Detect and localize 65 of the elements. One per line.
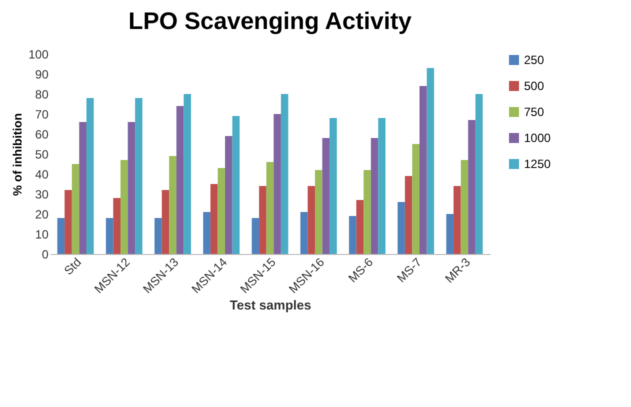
bar [232, 116, 240, 254]
y-tick-label: 30 [35, 188, 49, 202]
bar [252, 218, 260, 254]
bar [79, 122, 86, 254]
bar [300, 212, 308, 254]
bar [154, 218, 162, 254]
bar [120, 160, 128, 254]
bar [225, 136, 232, 254]
bar [378, 118, 386, 254]
bar [162, 190, 170, 254]
bar [203, 212, 210, 254]
bar [72, 164, 80, 254]
bar [113, 198, 120, 254]
bar [135, 98, 142, 254]
bar [398, 202, 405, 254]
chart-title: LPO Scavenging Activity [128, 8, 412, 35]
bar [364, 170, 371, 254]
bar [370, 138, 378, 254]
x-tick-label: Std [61, 255, 84, 278]
bar [106, 218, 114, 254]
y-tick-label: 70 [35, 108, 49, 122]
y-tick-label: 50 [35, 148, 49, 162]
bar [420, 86, 427, 254]
bar [412, 144, 420, 254]
bar [349, 216, 356, 254]
bar [128, 122, 136, 254]
bar [86, 98, 94, 254]
bar [259, 186, 266, 254]
legend-label: 500 [524, 79, 544, 93]
y-tick-label: 20 [35, 208, 49, 222]
bar [210, 184, 218, 254]
bar [169, 156, 176, 254]
bar [468, 120, 476, 254]
bar [460, 160, 468, 254]
y-tick-label: 60 [35, 128, 49, 142]
bar [218, 168, 226, 254]
bar [57, 218, 65, 254]
bar [426, 68, 434, 254]
bar [280, 94, 288, 254]
y-tick-label: 90 [35, 68, 49, 82]
y-tick-label: 80 [35, 88, 49, 102]
legend-label: 1250 [524, 157, 552, 171]
bar [404, 176, 412, 254]
bar [308, 186, 315, 254]
bar [446, 214, 454, 254]
bar [475, 94, 483, 254]
y-tick-label: 10 [35, 228, 49, 242]
bar [274, 114, 281, 254]
bar [322, 138, 330, 254]
bar [314, 170, 322, 254]
legend-label: 1000 [524, 131, 552, 145]
bar [184, 94, 191, 254]
y-axis-title: % of inhibition [10, 113, 24, 196]
y-tick-label: 100 [28, 48, 49, 62]
bar [266, 162, 274, 254]
y-tick-label: 40 [35, 168, 49, 182]
legend-label: 250 [524, 53, 544, 67]
legend-label: 750 [524, 105, 544, 119]
y-tick-label: 0 [42, 248, 49, 262]
bar [454, 186, 461, 254]
bar [330, 118, 337, 254]
x-axis-title: Test samples [230, 297, 312, 312]
bar [356, 200, 364, 254]
bar [64, 190, 72, 254]
bar [176, 106, 184, 254]
